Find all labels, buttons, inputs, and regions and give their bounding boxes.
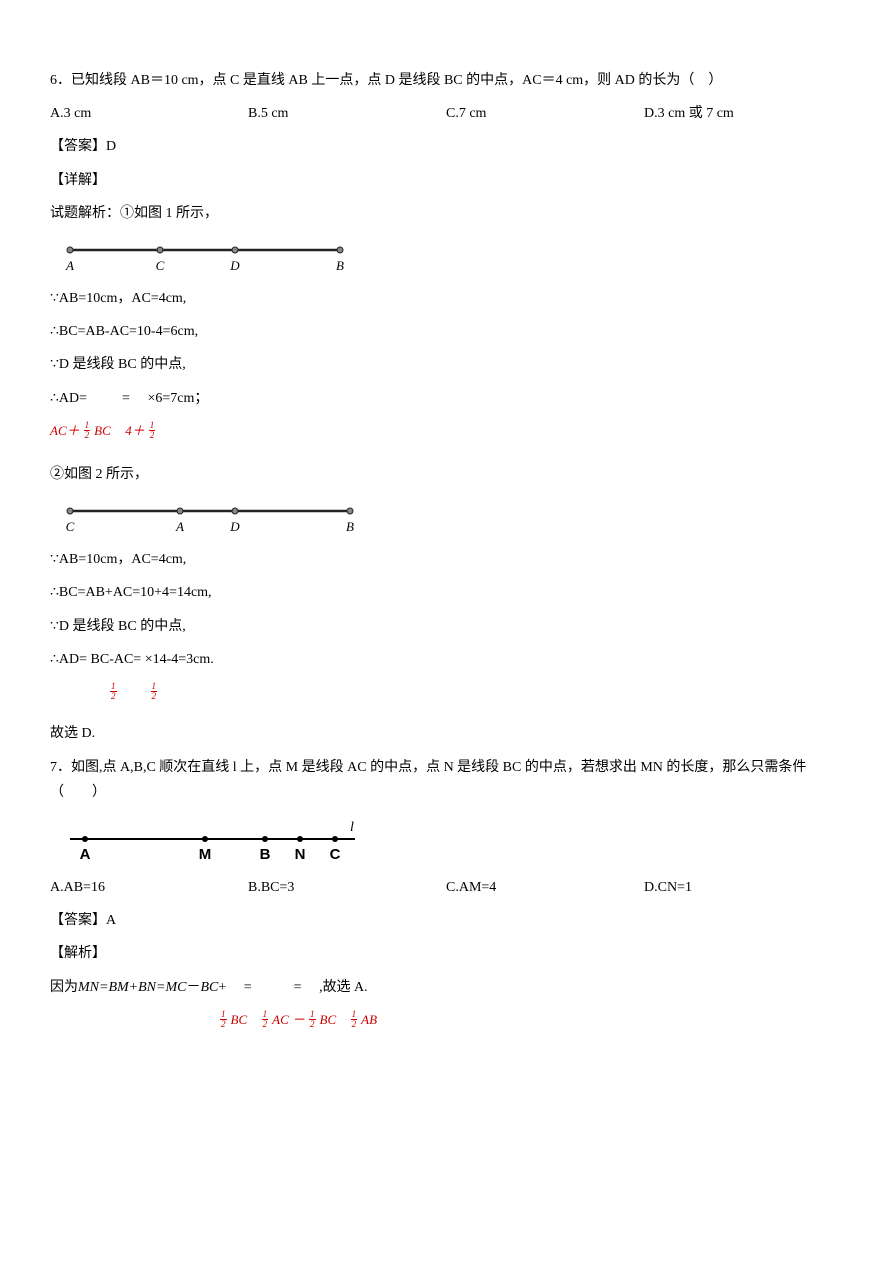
diagram-1: A C D B — [50, 238, 842, 278]
q6-step4-mid: = — [122, 391, 130, 406]
q7-bc: BC — [200, 975, 218, 1000]
svg-text:A: A — [175, 519, 184, 534]
q6-formula1-ac: AC＋ — [50, 419, 80, 442]
q7-option-b[interactable]: B.BC=3 — [248, 875, 446, 900]
svg-text:C: C — [330, 846, 341, 863]
svg-text:C: C — [66, 519, 75, 534]
q7-f-ac: AC － — [272, 1008, 305, 1031]
q6-step8: ∴AD= BC-AC= ×14-4=3cm. — [50, 647, 842, 672]
line-segment-diagram-2: C A D B — [50, 499, 370, 539]
fraction-half-icon: 12 — [151, 682, 158, 701]
svg-text:B: B — [336, 258, 344, 273]
fraction-half-icon: 12 — [262, 1010, 269, 1029]
q6-formula1: AC＋ 12 BC 4＋ 12 — [50, 419, 842, 442]
svg-text:M: M — [199, 846, 212, 863]
diagram-3: A M B N C l — [50, 817, 842, 867]
svg-text:A: A — [80, 846, 91, 863]
svg-text:B: B — [260, 846, 271, 863]
q7-answer: 【答案】A — [50, 908, 842, 933]
q7-minus: － — [186, 975, 200, 1000]
line-segment-diagram-3: A M B N C l — [50, 817, 370, 867]
q7-f-bc: BC — [231, 1008, 248, 1031]
q6-formula1-4: 4＋ — [125, 419, 145, 442]
q6-explain-label: 【详解】 — [50, 168, 842, 193]
q6-answer: 【答案】D — [50, 134, 842, 159]
q6-formula2: 12 12 — [110, 680, 842, 703]
q7-explain-label: 【解析】 — [50, 941, 842, 966]
q7-option-a[interactable]: A.AB=16 — [50, 875, 248, 900]
fraction-half-icon: 12 — [149, 421, 156, 440]
q7-number: 7． — [50, 760, 71, 775]
q6-number: 6． — [50, 73, 71, 88]
q6-formula1-bc: BC — [94, 419, 111, 442]
q7-text: 如图,点 A,B,C 顺次在直线 l 上，点 M 是线段 AC 的中点，点 N … — [50, 760, 806, 800]
svg-text:D: D — [229, 258, 240, 273]
diagram-2: C A D B — [50, 499, 842, 539]
q7-f-ab: AB — [361, 1008, 377, 1031]
q7-plus: + — [218, 975, 226, 1000]
q6-options: A.3 cm B.5 cm C.7 cm D.3 cm 或 7 cm — [50, 101, 842, 126]
fraction-half-icon: 12 — [110, 682, 117, 701]
q7-final-after: ,故选 A. — [319, 975, 368, 1000]
q6-step5: ∵AB=10cm，AC=4cm, — [50, 547, 842, 572]
q6-conclusion: 故选 D. — [50, 721, 842, 746]
q6-option-c[interactable]: C.7 cm — [446, 101, 644, 126]
svg-text:B: B — [346, 519, 354, 534]
q7-option-c[interactable]: C.AM=4 — [446, 875, 644, 900]
q6-option-b[interactable]: B.5 cm — [248, 101, 446, 126]
q7-stem: 7．如图,点 A,B,C 顺次在直线 l 上，点 M 是线段 AC 的中点，点 … — [50, 755, 842, 805]
q6-step4: ∴AD= = ×6=7cm； — [50, 386, 842, 411]
q7-f-bc2: BC — [320, 1008, 337, 1031]
q7-formula: 12 BC 12 AC － 12 BC 12 AB — [220, 1008, 842, 1031]
q6-step7: ∵D 是线段 BC 的中点, — [50, 614, 842, 639]
q6-analysis2: ②如图 2 所示， — [50, 462, 842, 487]
q7-eq1: = — [244, 975, 252, 1000]
q6-text: 已知线段 AB＝10 cm，点 C 是直线 AB 上一点，点 D 是线段 BC … — [71, 73, 722, 88]
q7-final-mn: MN=BM+BN=MC — [78, 975, 186, 1000]
q6-analysis1: 试题解析：①如图 1 所示， — [50, 201, 842, 226]
svg-text:C: C — [156, 258, 165, 273]
q7-option-d[interactable]: D.CN=1 — [644, 875, 842, 900]
q6-stem: 6．已知线段 AB＝10 cm，点 C 是直线 AB 上一点，点 D 是线段 B… — [50, 68, 842, 93]
q7-final-pre: 因为 — [50, 975, 78, 1000]
q7-eq2: = — [294, 975, 302, 1000]
fraction-half-icon: 12 — [84, 421, 91, 440]
fraction-half-icon: 12 — [220, 1010, 227, 1029]
svg-text:l: l — [350, 820, 354, 835]
q6-step2: ∴BC=AB-AC=10-4=6cm, — [50, 319, 842, 344]
fraction-half-icon: 12 — [351, 1010, 358, 1029]
q6-step6: ∴BC=AB+AC=10+4=14cm, — [50, 580, 842, 605]
svg-text:N: N — [295, 846, 306, 863]
fraction-half-icon: 12 — [309, 1010, 316, 1029]
svg-text:D: D — [229, 519, 240, 534]
q6-option-a[interactable]: A.3 cm — [50, 101, 248, 126]
q6-step4-pre: ∴AD= — [50, 391, 87, 406]
q7-final: 因为 MN=BM+BN=MC － BC + = = ,故选 A. — [50, 975, 842, 1000]
line-segment-diagram-1: A C D B — [50, 238, 370, 278]
q7-options: A.AB=16 B.BC=3 C.AM=4 D.CN=1 — [50, 875, 842, 900]
svg-text:A: A — [65, 258, 74, 273]
q6-step1: ∵AB=10cm，AC=4cm, — [50, 286, 842, 311]
q6-option-d[interactable]: D.3 cm 或 7 cm — [644, 101, 842, 126]
q6-step4-eq: ×6=7cm； — [147, 391, 208, 406]
q6-step3: ∵D 是线段 BC 的中点, — [50, 352, 842, 377]
